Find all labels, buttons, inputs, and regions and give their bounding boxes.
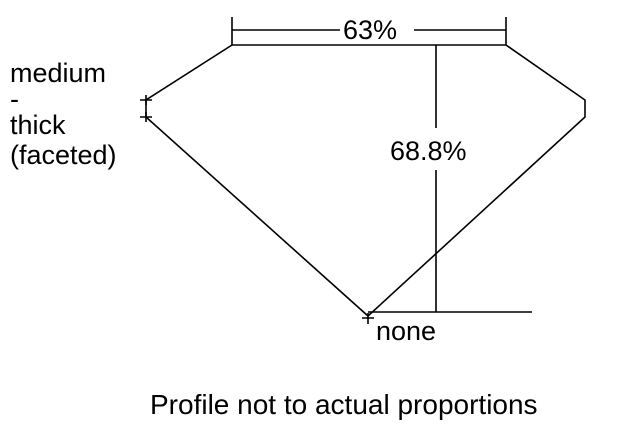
- table-percent-label: 63%: [343, 15, 398, 45]
- girdle-label-line: thick: [10, 110, 66, 140]
- girdle-label-line: -: [10, 84, 19, 114]
- culet-label: none: [376, 316, 437, 346]
- caption: Profile not to actual proportions: [150, 389, 538, 420]
- culet-marker: [362, 313, 374, 324]
- gem-outline: [145, 44, 586, 318]
- girdle-label: medium - thick (faceted): [10, 58, 117, 170]
- depth-percent-label: 68.8%: [390, 136, 467, 166]
- girdle-label-line: (faceted): [10, 140, 117, 170]
- girdle-marker: [140, 95, 152, 122]
- girdle-label-line: medium: [10, 58, 107, 88]
